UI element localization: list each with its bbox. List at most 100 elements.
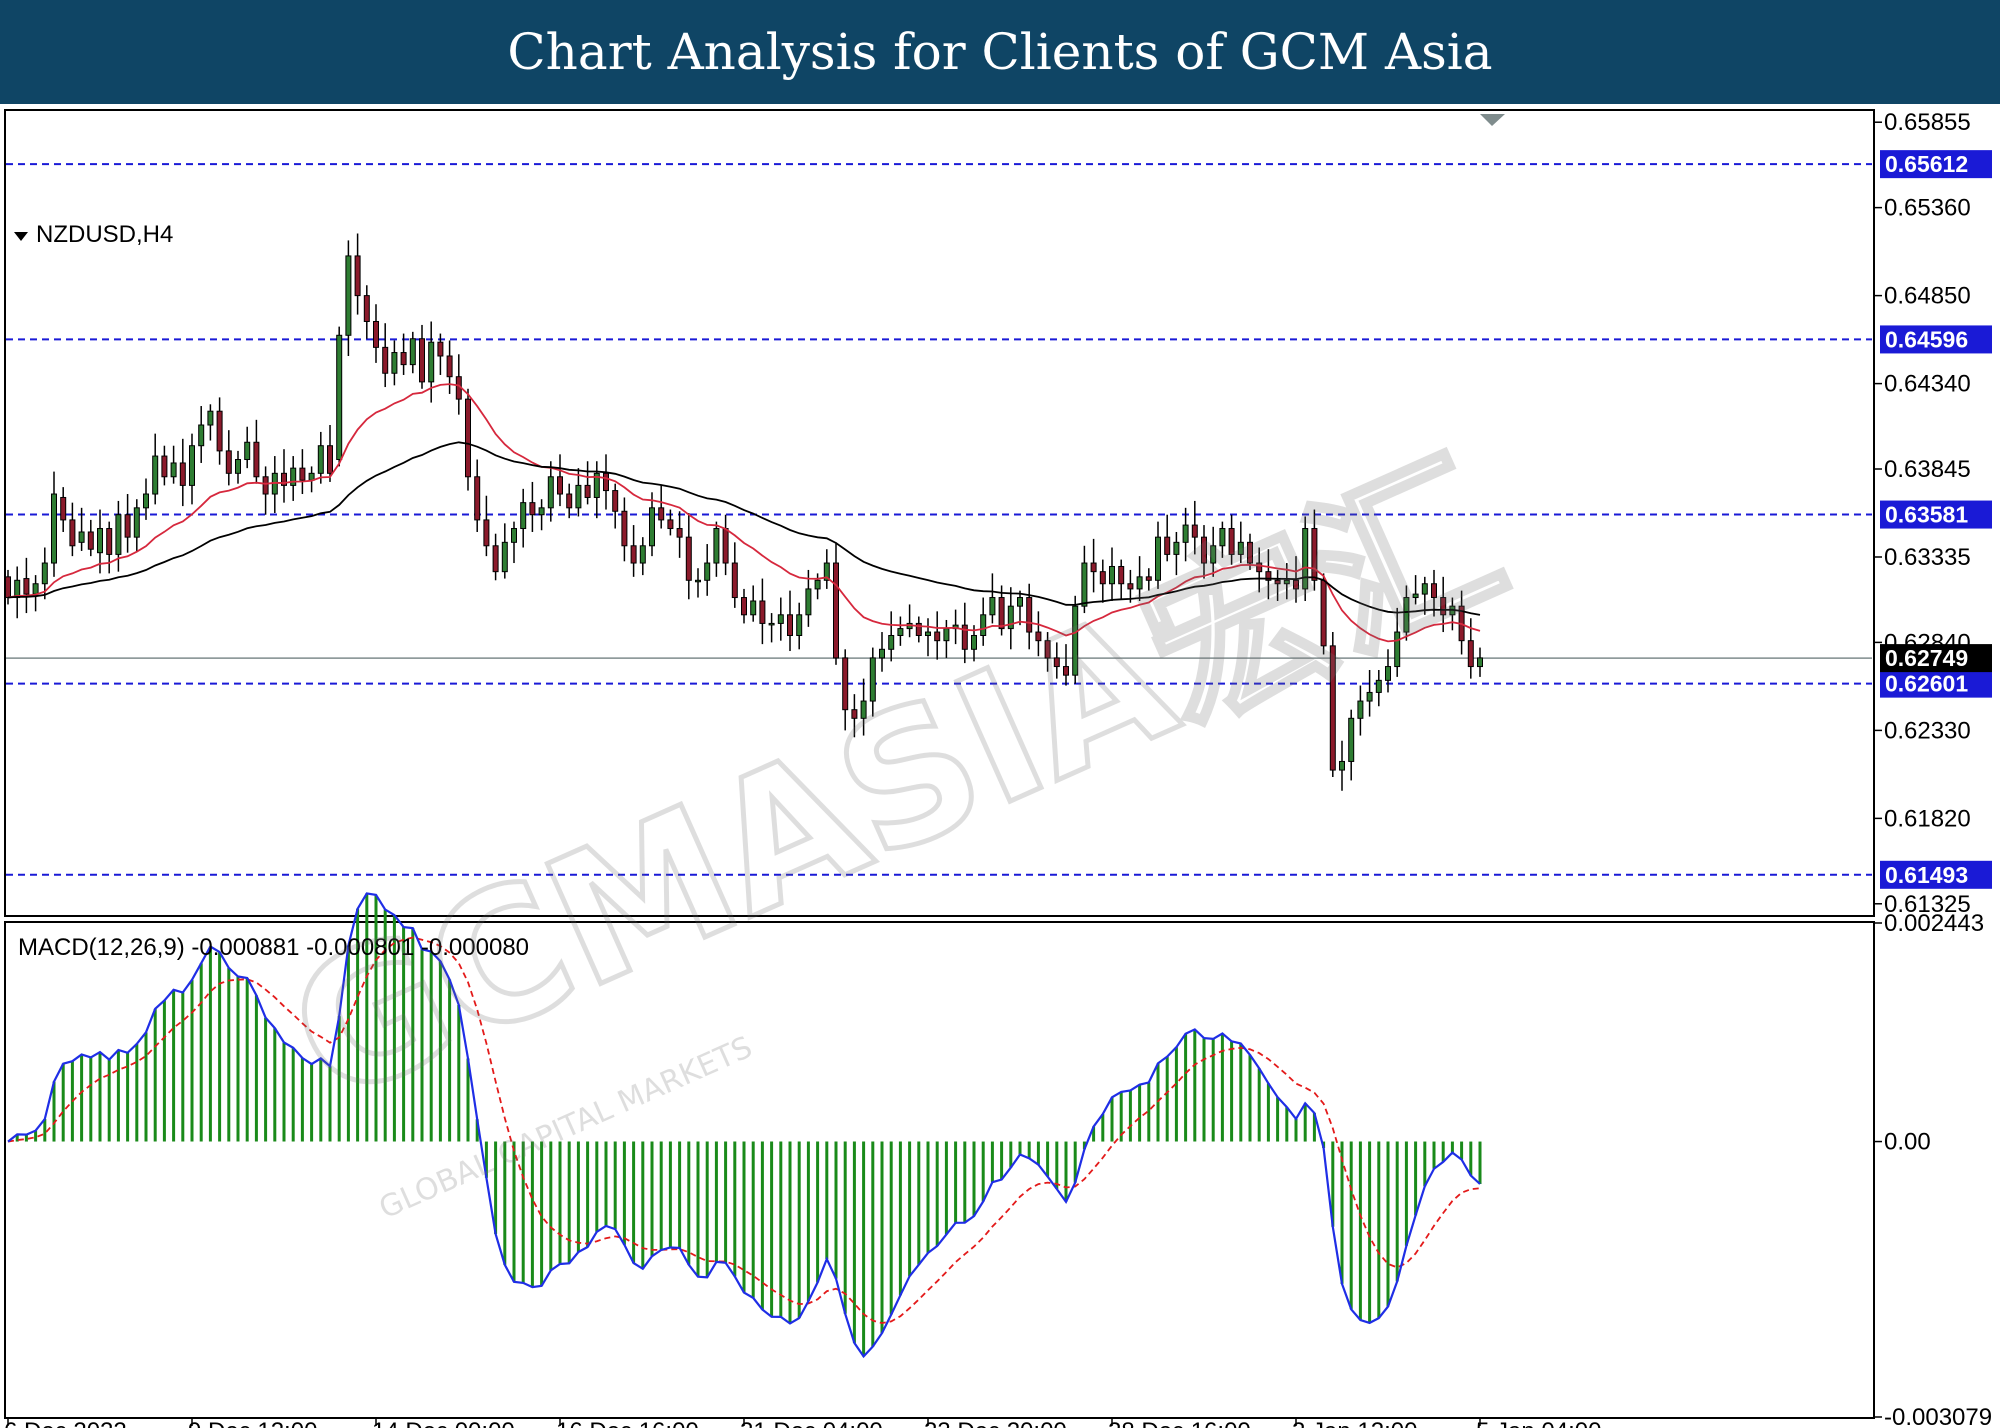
candle[interactable]	[373, 304, 379, 363]
candle[interactable]	[23, 557, 30, 614]
candle[interactable]	[621, 497, 628, 562]
candle[interactable]	[584, 461, 591, 505]
candle[interactable]	[207, 404, 214, 441]
candle[interactable]	[814, 573, 821, 600]
candle[interactable]	[888, 611, 895, 662]
candle[interactable]	[124, 494, 131, 553]
candle[interactable]	[253, 419, 260, 484]
candle[interactable]	[437, 333, 444, 375]
price-pane[interactable]: 0.65855 0.65360 0.64850 0.64340 0.63845 0.633…	[4, 109, 1992, 918]
candle[interactable]	[1219, 521, 1226, 558]
candle[interactable]	[1431, 569, 1437, 617]
candle[interactable]	[391, 340, 398, 386]
candle[interactable]	[1403, 585, 1410, 641]
candle[interactable]	[1366, 670, 1373, 717]
candle[interactable]	[980, 597, 987, 646]
candle[interactable]	[225, 430, 232, 486]
candle[interactable]	[1329, 632, 1336, 777]
candle[interactable]	[1339, 740, 1345, 791]
candle[interactable]	[897, 616, 904, 646]
candle[interactable]	[842, 649, 849, 731]
candle[interactable]	[860, 678, 867, 736]
candle[interactable]	[1017, 590, 1023, 626]
candle[interactable]	[133, 499, 140, 551]
candle[interactable]	[961, 602, 968, 664]
candle[interactable]	[1247, 533, 1253, 570]
candle[interactable]	[630, 525, 637, 577]
candle[interactable]	[1099, 559, 1106, 603]
candle[interactable]	[787, 590, 793, 652]
candle[interactable]	[299, 449, 306, 495]
candle[interactable]	[1164, 514, 1171, 562]
candle[interactable]	[262, 466, 269, 515]
candle[interactable]	[1348, 709, 1355, 781]
candle[interactable]	[915, 616, 922, 643]
candle[interactable]	[345, 240, 352, 356]
candle[interactable]	[170, 445, 177, 484]
candle[interactable]	[1412, 575, 1419, 605]
candle[interactable]	[1477, 647, 1483, 677]
candle[interactable]	[1072, 595, 1079, 684]
candle[interactable]	[1385, 649, 1391, 693]
candle[interactable]	[925, 618, 931, 657]
candle[interactable]	[639, 537, 646, 576]
candle[interactable]	[78, 507, 85, 551]
candle[interactable]	[465, 388, 471, 491]
candle[interactable]	[474, 459, 481, 532]
candle[interactable]	[1375, 670, 1382, 707]
candle[interactable]	[235, 450, 241, 484]
candle[interactable]	[428, 321, 435, 403]
candle[interactable]	[1201, 525, 1207, 579]
candle[interactable]	[989, 573, 996, 624]
candle[interactable]	[538, 499, 545, 531]
candle[interactable]	[1182, 507, 1189, 562]
chart[interactable]: 0.65855 0.65360 0.64850 0.64340 0.63845 0.633…	[0, 104, 2000, 1428]
candle[interactable]	[557, 454, 563, 507]
candle[interactable]	[998, 585, 1005, 636]
candle[interactable]	[409, 331, 416, 374]
candle[interactable]	[60, 487, 67, 532]
candle[interactable]	[667, 509, 674, 536]
candle[interactable]	[1394, 607, 1401, 677]
symbol-menu-icon[interactable]	[14, 232, 28, 241]
candle[interactable]	[1357, 685, 1364, 736]
candle[interactable]	[685, 513, 692, 600]
candle[interactable]	[823, 549, 830, 589]
candle[interactable]	[695, 568, 701, 598]
candle[interactable]	[336, 326, 343, 467]
candle[interactable]	[1440, 576, 1447, 633]
candle[interactable]	[483, 495, 490, 557]
candle[interactable]	[713, 521, 720, 577]
candle[interactable]	[1044, 632, 1051, 672]
candle[interactable]	[244, 426, 251, 469]
candle[interactable]	[189, 433, 195, 505]
candle[interactable]	[1090, 538, 1097, 593]
candle[interactable]	[1145, 568, 1152, 591]
candle[interactable]	[547, 461, 554, 522]
candle[interactable]	[1109, 547, 1115, 601]
candle[interactable]	[152, 433, 159, 505]
candle[interactable]	[1173, 531, 1180, 576]
candle[interactable]	[759, 578, 766, 645]
candle[interactable]	[290, 456, 297, 501]
candle[interactable]	[529, 481, 536, 532]
candle[interactable]	[1063, 644, 1069, 686]
candle[interactable]	[676, 511, 683, 558]
candle[interactable]	[731, 542, 738, 608]
candle[interactable]	[51, 471, 57, 577]
candle[interactable]	[115, 500, 122, 572]
candle[interactable]	[419, 324, 425, 389]
candle[interactable]	[143, 478, 149, 520]
candle[interactable]	[575, 468, 582, 517]
candle[interactable]	[1237, 521, 1244, 564]
candle[interactable]	[281, 449, 287, 503]
candle[interactable]	[1118, 559, 1125, 600]
candle[interactable]	[1136, 556, 1143, 601]
candle[interactable]	[382, 323, 389, 388]
candle[interactable]	[327, 425, 333, 482]
candle[interactable]	[1081, 545, 1088, 614]
candle[interactable]	[1228, 514, 1235, 565]
candle[interactable]	[1191, 500, 1198, 555]
candle[interactable]	[363, 285, 370, 339]
candle[interactable]	[566, 483, 573, 519]
